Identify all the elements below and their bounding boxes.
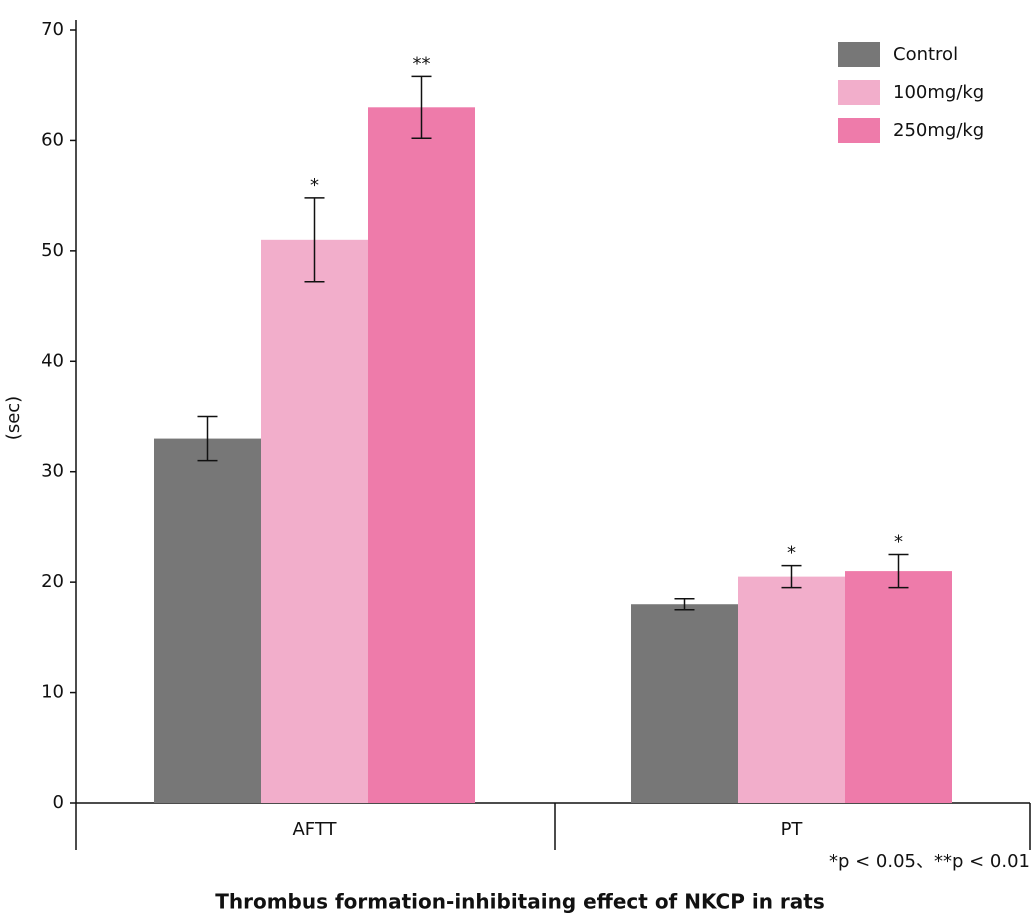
x-tick-label: AFTT — [292, 819, 337, 840]
y-tick-label: 60 — [41, 129, 64, 150]
bar — [261, 239, 368, 804]
significance-mark: * — [310, 175, 319, 196]
error-bar — [674, 597, 695, 611]
legend-swatch — [838, 118, 880, 143]
bar — [845, 571, 952, 803]
bar — [631, 604, 738, 803]
significance-mark: * — [894, 532, 903, 553]
bar — [368, 107, 475, 804]
significance-mark: ** — [413, 53, 431, 74]
y-tick-label: 40 — [41, 350, 64, 371]
y-tick-label: 10 — [41, 682, 64, 703]
bar — [154, 438, 261, 803]
y-tick-label: 0 — [53, 792, 64, 813]
error-bar — [197, 415, 218, 462]
legend-label: 250mg/kg — [893, 120, 984, 141]
caption: Thrombus formation-inhibitaing effect of… — [215, 890, 825, 914]
legend-swatch — [838, 42, 880, 67]
y-tick-label: 20 — [41, 571, 64, 592]
y-tick-label: 50 — [41, 240, 64, 261]
error-bar — [781, 564, 802, 589]
legend-label: Control — [893, 44, 958, 65]
footnote: *p < 0.05、**p < 0.01 — [829, 851, 1030, 872]
error-bar — [411, 75, 432, 139]
x-tick-label: PT — [781, 819, 804, 840]
legend-label: 100mg/kg — [893, 82, 984, 103]
error-bar — [888, 553, 909, 589]
error-bar — [304, 197, 325, 283]
y-tick-label: 30 — [41, 461, 64, 482]
bar — [738, 576, 845, 803]
y-axis-label: (sec) — [3, 396, 24, 440]
y-tick-label: 70 — [41, 19, 64, 40]
legend-swatch — [838, 80, 880, 105]
significance-mark: * — [787, 543, 796, 564]
